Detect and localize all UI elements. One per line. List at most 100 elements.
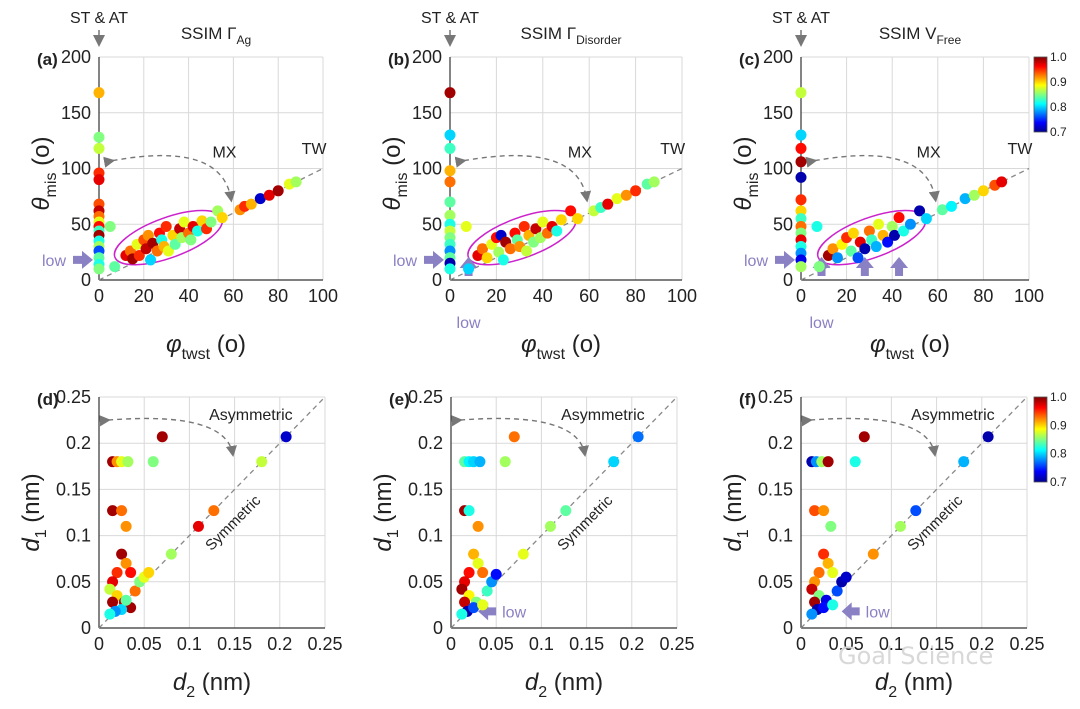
data-point — [93, 87, 105, 99]
low-arrow — [841, 602, 860, 621]
panel-label: (c) — [739, 50, 760, 69]
y-tick-label: 0.15 — [56, 479, 91, 499]
data-point — [178, 216, 190, 228]
y-tick-label: 150 — [763, 103, 793, 123]
y-axis-label-text: θmis (o) — [379, 137, 411, 211]
data-point — [818, 548, 830, 560]
data-point — [873, 218, 885, 230]
panel-e: 0 0.05 0.1 0.15 0.2 0.2500.050.10.150.20.25(e… — [370, 387, 695, 701]
mx-label: MX — [212, 144, 236, 161]
y-axis-label: θmis (o) — [379, 137, 411, 211]
data-point — [795, 156, 807, 168]
y-tick-label: 100 — [763, 159, 793, 179]
x-tick-label: 0.05 — [479, 634, 514, 654]
y-tick-label: 0 — [81, 618, 91, 638]
x-tick-label: 0.25 — [1009, 634, 1044, 654]
watermark: Goal Science — [838, 642, 994, 670]
y-tick-label: 200 — [61, 47, 91, 67]
y-tick-label: 0 — [783, 270, 793, 290]
data-point — [936, 204, 948, 216]
x-tick-label: 0 — [446, 634, 456, 654]
data-point — [795, 194, 807, 206]
data-point — [870, 241, 882, 253]
y-tick-label: 0.15 — [758, 479, 793, 499]
data-point — [811, 220, 823, 232]
data-point — [630, 185, 642, 197]
y-axis-label: d1 (nm) — [18, 473, 50, 551]
data-point — [468, 548, 480, 560]
asymmetric-label: Asymmetric — [209, 407, 293, 424]
colorbar-tick-label: 0.9 — [1050, 418, 1067, 432]
data-point — [245, 198, 257, 210]
x-tick-label: 0.15 — [919, 634, 954, 654]
low-label: low — [810, 315, 834, 332]
data-point — [499, 456, 511, 468]
y-tick-label: 0.1 — [418, 526, 443, 546]
y-tick-label: 50 — [773, 214, 793, 234]
panel-label: (d) — [37, 390, 59, 409]
x-axis-label: d2 (nm) — [173, 669, 251, 701]
panel-title: SSIM ΓDisorder — [520, 24, 621, 47]
data-point — [444, 176, 456, 188]
colorbar-tick-label: 0.7 — [1050, 125, 1067, 139]
data-point — [813, 567, 825, 579]
data-point — [795, 129, 807, 141]
colorbar-tick-label: 0.8 — [1050, 100, 1067, 114]
data-point — [120, 594, 132, 606]
y-axis-label: θmis (o) — [730, 137, 762, 211]
y-tick-label: 0.25 — [758, 387, 793, 407]
low-label: low — [744, 253, 768, 270]
data-point — [818, 602, 830, 614]
data-point — [858, 431, 870, 443]
low-label: low — [42, 253, 66, 270]
x-tick-label: 0.05 — [829, 634, 864, 654]
data-point — [795, 87, 807, 99]
data-point — [863, 225, 875, 237]
data-point — [444, 196, 456, 208]
data-point — [162, 245, 174, 257]
x-axis-label-text: d2 (nm) — [875, 669, 953, 701]
data-point — [977, 185, 989, 197]
data-point — [476, 243, 488, 255]
data-point — [825, 520, 837, 532]
x-tick-label: 80 — [268, 286, 288, 306]
y-tick-label: 0.2 — [66, 433, 91, 453]
diagonal-line — [449, 167, 683, 281]
data-point — [611, 193, 623, 205]
symmetric-label: Symmetric — [904, 492, 966, 554]
x-tick-label: 0 — [94, 634, 104, 654]
data-point — [560, 505, 572, 517]
data-point — [555, 214, 567, 226]
colorbar-tick-label: 0.9 — [1050, 75, 1067, 89]
data-point — [910, 505, 922, 517]
data-point — [827, 567, 839, 579]
y-tick-label: 150 — [61, 103, 91, 123]
tw-label: TW — [660, 141, 686, 158]
data-point — [160, 220, 172, 232]
data-point — [472, 557, 484, 569]
data-point — [530, 223, 542, 235]
data-point — [827, 599, 839, 611]
data-point — [894, 520, 906, 532]
x-axis-label-text: φtwst (o) — [870, 331, 950, 363]
asym-arrow — [451, 415, 589, 458]
y-tick-label: 0.1 — [768, 526, 793, 546]
low-arrow — [775, 250, 795, 269]
panel-label: (f) — [739, 390, 756, 409]
y-tick-label: 0 — [783, 618, 793, 638]
x-tick-label: 20 — [486, 286, 506, 306]
data-point — [120, 520, 132, 532]
data-point — [216, 212, 228, 224]
data-point — [886, 220, 898, 232]
low-label: low — [393, 253, 417, 270]
data-point — [468, 602, 480, 614]
y-tick-label: 150 — [412, 103, 442, 123]
data-point — [129, 585, 141, 597]
data-point — [920, 213, 932, 225]
x-tick-label: 0 — [94, 286, 104, 306]
data-point — [806, 608, 818, 620]
data-point — [145, 254, 157, 266]
data-point — [444, 129, 456, 141]
x-tick-label: 40 — [533, 286, 553, 306]
x-tick-label: 20 — [837, 286, 857, 306]
